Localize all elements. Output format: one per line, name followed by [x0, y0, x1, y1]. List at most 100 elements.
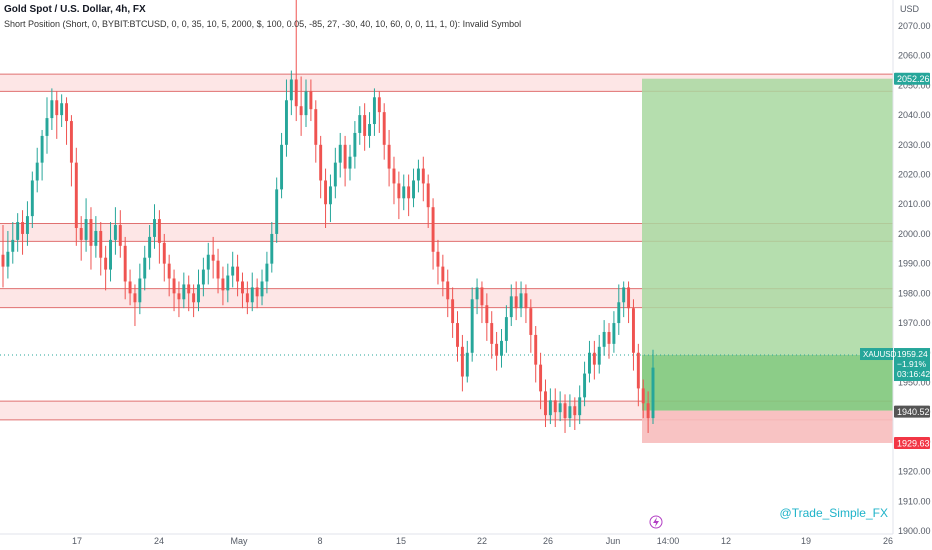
lightning-icon[interactable]	[649, 515, 663, 529]
candle-body[interactable]	[241, 281, 244, 294]
candle-body[interactable]	[299, 106, 303, 116]
candle-body[interactable]	[79, 228, 83, 240]
candle-body[interactable]	[553, 400, 557, 413]
position-target-zone[interactable]	[642, 78, 893, 411]
candle-body[interactable]	[65, 103, 68, 122]
candle-body[interactable]	[153, 219, 156, 237]
candle-body[interactable]	[407, 186, 411, 199]
candle-body[interactable]	[412, 180, 415, 199]
candle-body[interactable]	[617, 302, 621, 324]
candle-body[interactable]	[30, 180, 34, 217]
candle-body[interactable]	[280, 144, 284, 190]
candle-body[interactable]	[104, 257, 108, 270]
candle-body[interactable]	[465, 352, 469, 377]
candle-body[interactable]	[460, 346, 464, 377]
candle-body[interactable]	[436, 251, 440, 267]
candle-body[interactable]	[113, 225, 117, 240]
candle-body[interactable]	[416, 168, 420, 181]
candle-body[interactable]	[118, 225, 122, 246]
candle-body[interactable]	[201, 269, 205, 285]
candle-body[interactable]	[353, 132, 357, 157]
candle-body[interactable]	[304, 91, 308, 116]
candle-body[interactable]	[260, 281, 264, 297]
candle-body[interactable]	[470, 299, 474, 353]
candle-body[interactable]	[534, 334, 538, 365]
candle-body[interactable]	[148, 236, 152, 258]
candle-body[interactable]	[35, 162, 39, 181]
candle-body[interactable]	[529, 308, 533, 335]
candle-body[interactable]	[500, 340, 503, 356]
candle-body[interactable]	[392, 168, 396, 184]
candle-body[interactable]	[402, 186, 406, 199]
candle-body[interactable]	[40, 135, 44, 163]
candle-body[interactable]	[133, 293, 137, 303]
candle-body[interactable]	[646, 403, 650, 419]
candle-body[interactable]	[89, 219, 93, 246]
candle-body[interactable]	[588, 352, 591, 374]
candle-body[interactable]	[397, 183, 401, 199]
candle-body[interactable]	[250, 287, 254, 303]
candle-body[interactable]	[612, 323, 616, 344]
candle-body[interactable]	[45, 118, 49, 136]
price-axis[interactable]	[893, 0, 932, 550]
candle-body[interactable]	[368, 124, 372, 136]
candle-body[interactable]	[548, 400, 552, 416]
candle-body[interactable]	[84, 219, 88, 240]
candle-body[interactable]	[363, 115, 367, 136]
candle-body[interactable]	[514, 296, 518, 309]
candle-body[interactable]	[162, 242, 166, 264]
candle-body[interactable]	[138, 278, 142, 303]
candle-body[interactable]	[123, 245, 127, 282]
study-legend[interactable]: Short Position (Short, 0, BYBIT:BTCUSD, …	[4, 19, 522, 29]
candle-body[interactable]	[431, 207, 435, 252]
candle-body[interactable]	[55, 100, 59, 116]
candle-body[interactable]	[451, 299, 455, 324]
candle-body[interactable]	[426, 183, 430, 208]
candle-body[interactable]	[6, 251, 10, 267]
candle-body[interactable]	[446, 281, 450, 300]
candle-body[interactable]	[597, 346, 601, 365]
candle-body[interactable]	[524, 293, 528, 309]
candle-body[interactable]	[60, 103, 64, 116]
candle-body[interactable]	[206, 254, 210, 270]
candle-body[interactable]	[539, 364, 543, 392]
candle-body[interactable]	[99, 230, 103, 258]
candle-body[interactable]	[143, 257, 147, 279]
candle-body[interactable]	[177, 293, 181, 300]
candle-body[interactable]	[216, 260, 220, 279]
candle-body[interactable]	[265, 263, 269, 282]
candle-body[interactable]	[636, 352, 640, 389]
candle-body[interactable]	[328, 186, 332, 205]
candle-body[interactable]	[475, 287, 479, 300]
candle-body[interactable]	[284, 100, 288, 145]
candle-body[interactable]	[221, 278, 225, 291]
candle-body[interactable]	[270, 233, 274, 264]
candle-body[interactable]	[509, 296, 513, 318]
candle-body[interactable]	[324, 180, 328, 205]
candle-body[interactable]	[641, 388, 645, 404]
candle-body[interactable]	[558, 403, 562, 413]
candle-body[interactable]	[602, 331, 606, 347]
candle-body[interactable]	[109, 239, 112, 270]
candle-body[interactable]	[197, 284, 200, 303]
candle-body[interactable]	[348, 156, 352, 169]
candle-body[interactable]	[11, 239, 15, 252]
candle-body[interactable]	[592, 352, 596, 365]
candle-body[interactable]	[631, 308, 635, 353]
candle-body[interactable]	[245, 293, 249, 303]
candle-body[interactable]	[294, 79, 298, 107]
candle-body[interactable]	[314, 109, 318, 145]
candle-body[interactable]	[74, 162, 78, 228]
candle-body[interactable]	[607, 331, 611, 344]
candle-body[interactable]	[172, 278, 176, 294]
candle-body[interactable]	[309, 91, 313, 110]
candle-body[interactable]	[421, 168, 425, 184]
candle-body[interactable]	[480, 287, 484, 306]
candle-body[interactable]	[372, 97, 376, 125]
candle-body[interactable]	[495, 343, 499, 356]
candle-body[interactable]	[94, 230, 98, 246]
candle-body[interactable]	[1, 254, 5, 267]
candle-body[interactable]	[25, 216, 29, 234]
candle-body[interactable]	[343, 144, 347, 169]
